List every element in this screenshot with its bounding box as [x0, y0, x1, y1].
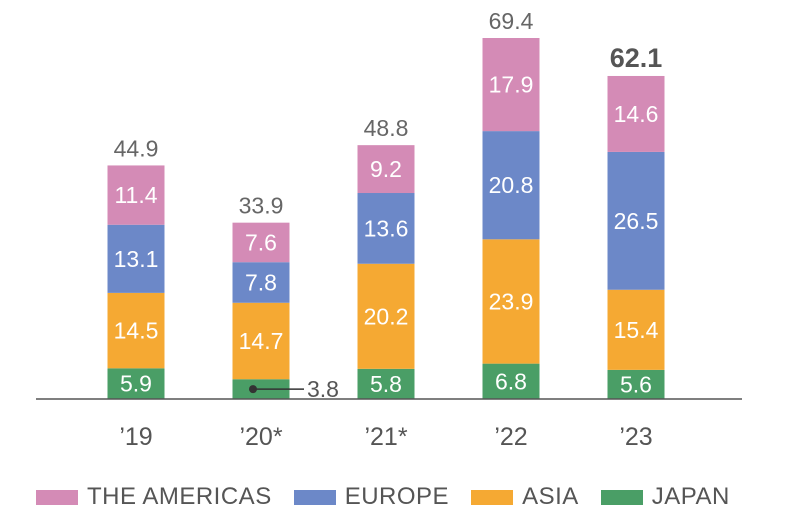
bar-total-label: 33.9	[239, 193, 284, 219]
segment-value-label: 11.4	[114, 182, 157, 208]
legend-swatch	[600, 489, 643, 505]
legend-label: ASIA	[522, 483, 579, 510]
segment-value-label: 15.4	[614, 317, 659, 343]
segment-value-label: 14.5	[114, 318, 159, 344]
bar-segment-europe	[107, 224, 165, 293]
bar-segment-europe	[482, 131, 540, 240]
legend-item-europe: EUROPE	[293, 483, 450, 511]
legend-swatch	[471, 489, 514, 505]
bar-segment-japan	[482, 363, 540, 399]
bar-segment-asia	[607, 289, 665, 370]
labels-group: 5.9 14.5 13.1 11.4 44.9 3.8 14.7 7.8 7.6 33.9 5.8 2…	[114, 8, 663, 402]
segment-value-label: 7.8	[245, 269, 277, 295]
bar-total-label: 48.8	[364, 115, 409, 141]
segment-value-label: 7.6	[245, 229, 277, 255]
segment-value-label: 26.5	[614, 208, 659, 234]
bar-segment-europe	[607, 151, 665, 290]
bar-segment-asia	[357, 263, 415, 369]
bar-segment-the-americas	[107, 165, 165, 225]
bar-total-label: 69.4	[489, 8, 534, 34]
segment-value-label: 13.1	[114, 246, 159, 272]
bar-segment-the-americas	[607, 75, 665, 152]
segment-value-label: 23.9	[489, 288, 534, 314]
bar-segment-japan	[607, 369, 665, 399]
bar-segment-asia	[232, 302, 290, 380]
legend-item-the-americas: THE AMERICAS	[36, 483, 272, 511]
bar-segment-japan	[357, 368, 415, 399]
bar-segment-the-americas	[357, 145, 415, 194]
legend-swatch	[293, 489, 336, 505]
legend-item-asia: ASIA	[471, 483, 579, 511]
segment-value-label: 5.9	[120, 371, 152, 397]
legend-label: JAPAN	[651, 483, 730, 510]
bar-segment-japan	[107, 368, 165, 399]
segment-value-label: 20.8	[489, 172, 534, 198]
segment-value-label: 14.6	[614, 101, 659, 127]
legend-label: THE AMERICAS	[87, 483, 272, 510]
legend: THE AMERICAS EUROPE ASIA JAPAN	[36, 482, 752, 512]
legend-swatch	[36, 489, 78, 505]
segment-value-label: 20.2	[364, 303, 409, 329]
x-tick-label: ’21*	[364, 423, 407, 451]
legend-label: EUROPE	[344, 483, 450, 510]
bars-group	[107, 38, 665, 399]
segment-value-label: 9.2	[370, 156, 402, 182]
bar-segment-asia	[107, 292, 165, 369]
x-axis-ticks: ’19 ’20* ’21* ’22 ’23	[119, 423, 652, 451]
legend-item-japan: JAPAN	[600, 483, 730, 511]
bar-total-label: 44.9	[114, 135, 159, 161]
x-tick-label: ’19	[119, 423, 152, 451]
bar-segment-europe	[357, 193, 415, 264]
bar-segment-the-americas	[482, 38, 540, 132]
bar-total-label: 62.1	[610, 43, 663, 73]
segment-value-label: 14.7	[239, 328, 284, 354]
x-tick-label: ’23	[619, 423, 652, 451]
bar-segment-asia	[482, 239, 540, 364]
bar-segment-europe	[232, 262, 290, 303]
bar-segment-the-americas	[232, 222, 290, 263]
x-tick-label: ’22	[494, 423, 527, 451]
x-tick-label: ’20*	[239, 423, 282, 451]
segment-value-label: 6.8	[495, 368, 527, 394]
segment-value-label: 5.6	[620, 371, 652, 397]
callout-value-label: 3.8	[307, 376, 339, 402]
segment-value-label: 13.6	[364, 215, 409, 241]
segment-value-label: 17.9	[489, 72, 534, 98]
segment-value-label: 5.8	[370, 371, 402, 397]
